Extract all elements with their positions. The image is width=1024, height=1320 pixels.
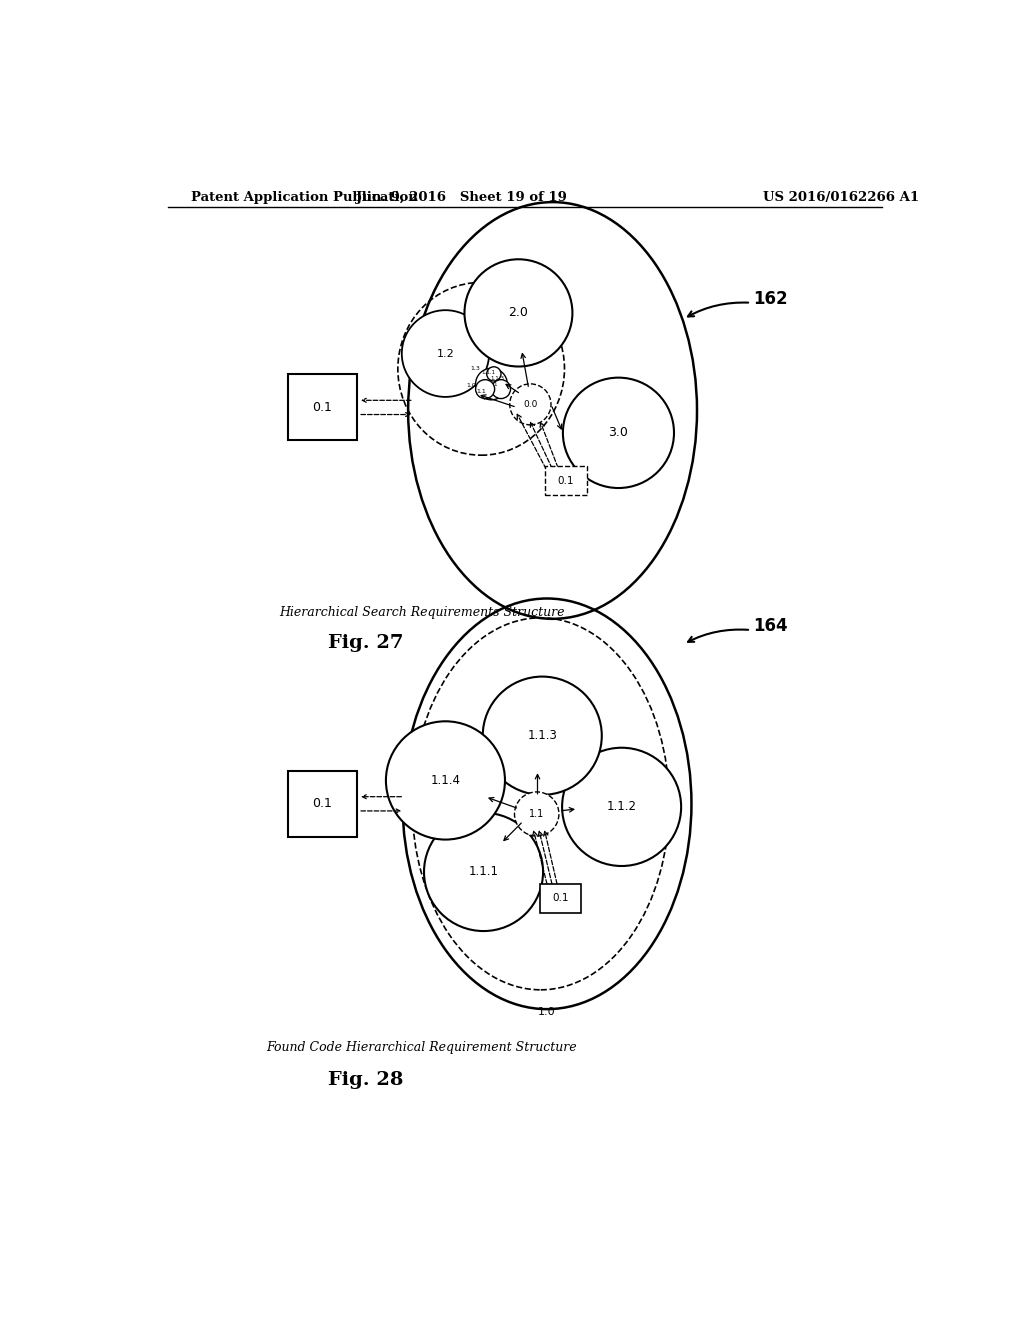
Text: 1: 1 xyxy=(493,381,497,387)
Text: 1.0: 1.0 xyxy=(466,383,476,388)
Text: 1.1.1: 1.1.1 xyxy=(481,371,496,375)
Bar xyxy=(540,884,582,912)
Text: Jun. 9, 2016   Sheet 19 of 19: Jun. 9, 2016 Sheet 19 of 19 xyxy=(356,190,566,203)
Bar xyxy=(288,375,357,441)
Text: 164: 164 xyxy=(754,616,788,635)
Ellipse shape xyxy=(424,813,543,931)
Text: Hierarchical Search Requirements Structure: Hierarchical Search Requirements Structu… xyxy=(279,606,564,619)
Text: 0.1: 0.1 xyxy=(558,475,574,486)
Bar xyxy=(288,771,357,837)
Ellipse shape xyxy=(482,677,602,795)
Ellipse shape xyxy=(514,792,559,836)
Text: 1.1.2: 1.1.2 xyxy=(606,800,637,813)
Text: 0.0: 0.0 xyxy=(523,400,538,409)
Ellipse shape xyxy=(475,368,507,400)
Bar xyxy=(546,466,587,495)
Text: 1.3: 1.3 xyxy=(470,366,479,371)
Text: 1.1: 1.1 xyxy=(476,388,486,393)
Text: 0.1: 0.1 xyxy=(552,894,568,903)
Text: 1.1.3: 1.1.3 xyxy=(527,729,557,742)
Text: 1.2: 1.2 xyxy=(436,348,455,359)
Text: 1.1.1: 1.1.1 xyxy=(469,866,499,878)
Text: 2.0: 2.0 xyxy=(509,306,528,319)
Ellipse shape xyxy=(492,380,511,399)
Ellipse shape xyxy=(386,721,505,840)
Ellipse shape xyxy=(486,367,501,381)
Text: 1.1.4: 1.1.4 xyxy=(430,774,461,787)
Ellipse shape xyxy=(401,310,489,397)
Text: 1.1: 1.1 xyxy=(529,809,545,818)
Text: 1.0: 1.0 xyxy=(539,1007,556,1018)
Text: US 2016/0162266 A1: US 2016/0162266 A1 xyxy=(763,190,919,203)
Text: Found Code Hierarchical Requirement Structure: Found Code Hierarchical Requirement Stru… xyxy=(266,1041,577,1055)
Text: Fig. 28: Fig. 28 xyxy=(329,1072,403,1089)
Ellipse shape xyxy=(563,378,674,488)
Text: Patent Application Publication: Patent Application Publication xyxy=(191,190,418,203)
Text: 0.1: 0.1 xyxy=(312,797,333,810)
Text: Fig. 27: Fig. 27 xyxy=(329,634,403,652)
Ellipse shape xyxy=(562,747,681,866)
Text: 162: 162 xyxy=(754,289,788,308)
Text: 1.1.3: 1.1.3 xyxy=(490,376,505,381)
Text: 3.0: 3.0 xyxy=(608,426,629,440)
Ellipse shape xyxy=(475,380,495,399)
Ellipse shape xyxy=(510,384,551,425)
Text: 0.1: 0.1 xyxy=(312,401,333,414)
Ellipse shape xyxy=(465,259,572,367)
